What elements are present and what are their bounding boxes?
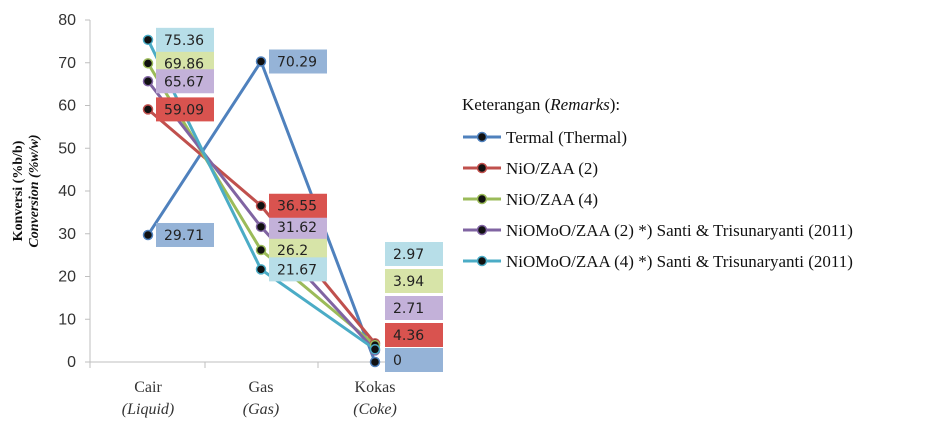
data-label: 26.2 <box>277 243 308 259</box>
y-ticks: 0 10 20 30 40 50 60 70 80 <box>58 12 90 371</box>
data-label-box <box>385 269 443 293</box>
data-label-box <box>385 296 443 320</box>
data-label: 70.29 <box>277 55 317 71</box>
y-axis-subtitle: Conversion (%w/w) <box>27 134 42 247</box>
axes <box>89 20 405 363</box>
y-tick-label: 80 <box>58 12 76 29</box>
x-ticks: Cair (Liquid) Gas (Gas) Kokas (Coke) <box>89 362 406 418</box>
data-label-box <box>385 323 443 347</box>
y-tick-label: 20 <box>58 269 76 286</box>
legend-entry-label: NiOMoO/ZAA (4) *) Santi & Trisunaryanti … <box>506 252 853 271</box>
data-label-box <box>269 257 327 282</box>
data-point <box>142 229 154 241</box>
data-point <box>142 76 154 87</box>
data-label: 2.97 <box>393 247 424 263</box>
x-category-label: Gas <box>249 379 274 396</box>
x-category-label: Cair <box>134 379 162 396</box>
data-label: 4.36 <box>393 328 424 344</box>
data-label: 69.86 <box>164 56 204 72</box>
data-label-box <box>156 69 214 94</box>
y-axis-title: Konversi (%b/b) <box>11 140 26 241</box>
data-label: 0 <box>393 353 402 369</box>
y-tick-label: 10 <box>58 311 76 328</box>
data-point <box>255 200 267 211</box>
x-category-label: Kokas <box>355 379 396 396</box>
data-label-box <box>269 214 327 239</box>
data-label-box <box>156 97 214 122</box>
y-axis-label: Konversi (%b/b) Conversion (%w/w) <box>11 134 42 247</box>
legend-entry-label: NiO/ZAA (4) <box>506 190 598 209</box>
legend-entry-label: Termal (Thermal) <box>506 128 627 147</box>
y-tick-label: 40 <box>58 183 76 200</box>
legend: Keterangan (Remarks): Termal (Thermal) Ni… <box>462 95 853 271</box>
data-label: 36.55 <box>277 199 317 215</box>
legend-swatch-point <box>476 131 488 143</box>
data-label: 65.67 <box>164 74 204 90</box>
data-label: 31.62 <box>277 220 317 236</box>
data-label: 2.71 <box>393 301 424 317</box>
data-label-box <box>156 27 214 52</box>
data-point <box>142 58 154 69</box>
x-category-sublabel: (Liquid) <box>122 401 174 418</box>
data-point <box>255 264 267 275</box>
legend-swatch-point <box>476 162 488 174</box>
data-label-box <box>385 242 443 266</box>
data-label-box <box>269 49 327 74</box>
legend-swatch-point <box>476 255 488 267</box>
data-point <box>369 344 381 355</box>
x-category-sublabel: (Coke) <box>353 401 397 418</box>
data-label: 75.36 <box>164 33 204 49</box>
y-tick-label: 70 <box>58 55 76 72</box>
data-point <box>255 221 267 233</box>
x-category-sublabel: (Gas) <box>243 401 279 418</box>
data-point <box>255 244 267 256</box>
data-point <box>142 34 154 46</box>
data-points <box>142 34 381 368</box>
legend-entry-label: NiO/ZAA (2) <box>506 159 598 178</box>
data-label: 3.94 <box>393 274 424 290</box>
legend-swatch-point <box>476 224 488 236</box>
legend-entry-label: NiOMoO/ZAA (2) *) Santi & Trisunaryanti … <box>506 221 853 240</box>
y-tick-label: 50 <box>58 140 76 157</box>
data-point <box>255 56 267 67</box>
data-label: 29.71 <box>164 228 204 244</box>
y-tick-label: 60 <box>58 98 76 115</box>
data-label-box <box>385 348 443 372</box>
y-tick-label: 30 <box>58 226 76 243</box>
data-label-box <box>156 222 214 247</box>
data-label: 21.67 <box>277 262 317 278</box>
data-labels: 69.86 26.2 3.94 65.67 31.62 2.71 59.09 36.55 4.3… <box>156 27 443 372</box>
data-point <box>142 104 154 115</box>
legend-swatch-point <box>476 193 488 205</box>
data-label-box <box>269 193 327 218</box>
data-label: 59.09 <box>164 102 204 118</box>
legend-title: Keterangan (Remarks): <box>462 95 620 114</box>
y-tick-label: 0 <box>67 354 76 371</box>
data-point <box>369 356 381 368</box>
